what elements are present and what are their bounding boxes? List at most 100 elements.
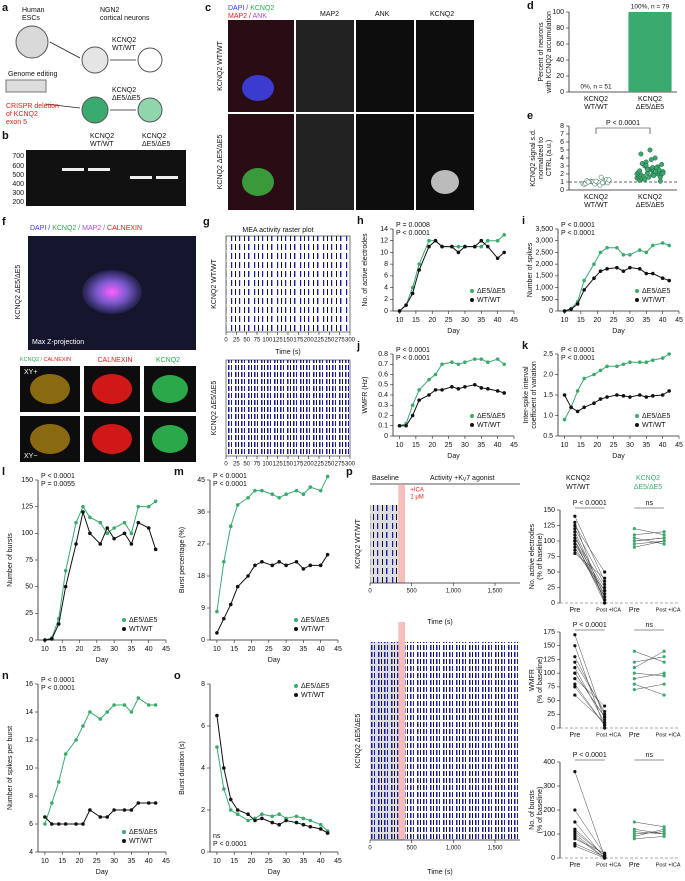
point xyxy=(43,822,47,826)
point xyxy=(129,808,134,812)
point xyxy=(81,510,85,514)
series-line xyxy=(44,697,156,825)
point xyxy=(657,178,663,184)
point xyxy=(56,622,61,626)
x-tick-label: 75 xyxy=(254,338,261,344)
panel-label: h xyxy=(357,215,364,227)
x-tick-label: 15 xyxy=(230,646,238,653)
legend-marker xyxy=(635,298,639,302)
annotation: P < 0.0001 xyxy=(573,622,607,629)
point xyxy=(63,584,68,589)
point xyxy=(112,703,116,707)
point xyxy=(562,309,567,313)
y-tick-label: 36 xyxy=(197,509,205,516)
x-tick-label: Pre xyxy=(569,732,580,739)
point xyxy=(502,362,506,367)
point xyxy=(573,545,577,549)
x-tick-label: Post +ICA xyxy=(656,607,681,613)
y-tick-label: 25 xyxy=(547,711,555,718)
x-tick-label: 20 xyxy=(248,646,256,653)
point xyxy=(644,271,649,276)
point xyxy=(573,536,577,540)
pair-line xyxy=(574,771,605,857)
cell xyxy=(82,270,142,314)
point xyxy=(105,815,109,819)
y-tick-label: 150 xyxy=(543,507,555,514)
point xyxy=(215,631,219,635)
point xyxy=(235,584,240,589)
band xyxy=(88,168,110,171)
point xyxy=(603,585,607,590)
point xyxy=(662,649,666,653)
x-tick-label: 20 xyxy=(593,317,601,324)
x-tick-label: 250 xyxy=(324,462,335,468)
point xyxy=(615,393,619,397)
point xyxy=(294,820,299,825)
point xyxy=(585,179,591,185)
point xyxy=(662,682,666,686)
ladder-label: 400 xyxy=(12,181,24,188)
panel-label: o xyxy=(174,670,181,682)
point xyxy=(410,413,415,418)
legend-marker xyxy=(122,627,126,631)
x-tick-label: 15 xyxy=(58,858,66,865)
point xyxy=(301,492,306,497)
point xyxy=(74,542,78,546)
point xyxy=(573,527,577,531)
point xyxy=(603,709,607,714)
y-tick-label: 6 xyxy=(384,273,388,280)
label: exon 5 xyxy=(6,119,27,126)
y-tick-label: 4 xyxy=(384,284,388,291)
point xyxy=(667,278,671,283)
point xyxy=(88,515,92,520)
x-tick-label: 15 xyxy=(58,646,66,653)
point xyxy=(417,262,421,266)
neuron-ko xyxy=(137,97,163,123)
x-tick-label: 40 xyxy=(145,858,153,865)
x-tick-label: KCNQ2 xyxy=(638,96,662,103)
point xyxy=(63,752,68,756)
point xyxy=(301,822,306,827)
point xyxy=(112,526,116,530)
x-tick-label: 10 xyxy=(396,317,404,324)
x-tick-label: 45 xyxy=(510,317,518,324)
y-axis-label: KCNQ2 signal s.d. xyxy=(530,129,537,187)
point xyxy=(486,360,490,365)
x-tick-label: 100 xyxy=(262,338,273,344)
pair-line xyxy=(634,828,665,835)
legend-label: ΔE5/ΔE5 xyxy=(477,413,506,420)
point xyxy=(450,385,454,389)
x-tick-label: 1,500 xyxy=(487,846,503,852)
panel-b: b KCNQ2 WT/WT KCNQ2 ΔE5/ΔE5 700 600 500 … xyxy=(2,130,186,206)
point xyxy=(637,168,643,174)
point xyxy=(644,360,649,365)
y-tick-label: 50 xyxy=(547,697,555,704)
y-tick-label: 0 xyxy=(551,725,555,732)
x-tick-label: KCNQ2 xyxy=(638,194,662,201)
point xyxy=(74,822,78,826)
point xyxy=(318,827,323,831)
channel-label: KCNQ2 xyxy=(430,11,454,18)
point xyxy=(651,243,655,248)
point xyxy=(440,362,444,367)
point xyxy=(56,780,61,784)
point xyxy=(479,244,484,249)
point xyxy=(294,814,299,819)
point xyxy=(573,542,577,546)
x-tick-label: 35 xyxy=(642,442,650,449)
point xyxy=(603,589,607,593)
label: WT/WT xyxy=(90,141,114,148)
y-tick-label: 100 xyxy=(543,831,555,838)
point xyxy=(105,531,109,536)
x-tick-label: 45 xyxy=(510,442,518,449)
point xyxy=(129,710,134,714)
point xyxy=(440,388,444,392)
channel-label: CALNEXIN xyxy=(97,357,132,364)
band xyxy=(62,168,84,171)
x-tick-label: 500 xyxy=(407,589,418,595)
point xyxy=(648,157,654,163)
point xyxy=(632,539,636,543)
point xyxy=(592,276,596,281)
legend-marker xyxy=(470,298,474,302)
point xyxy=(222,787,226,791)
